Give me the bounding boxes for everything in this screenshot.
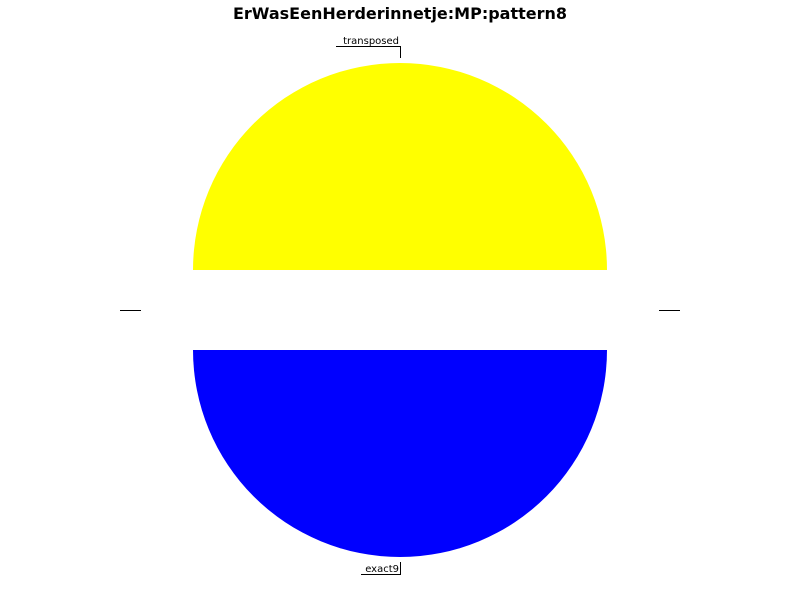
pie-labels: transposed exact9 — [120, 36, 680, 575]
leader-line-0 — [336, 46, 401, 58]
slice-label-exact9: exact9 — [365, 564, 399, 575]
chart-title: ErWasEenHerderinnetje:MP:pattern8 — [233, 4, 567, 23]
slice-label-transposed: transposed — [343, 36, 399, 47]
pie-slice-exact9 — [193, 350, 607, 557]
pie-slice-transposed — [193, 63, 607, 270]
leader-line-2 — [360, 562, 401, 575]
pie-slices — [193, 63, 607, 557]
